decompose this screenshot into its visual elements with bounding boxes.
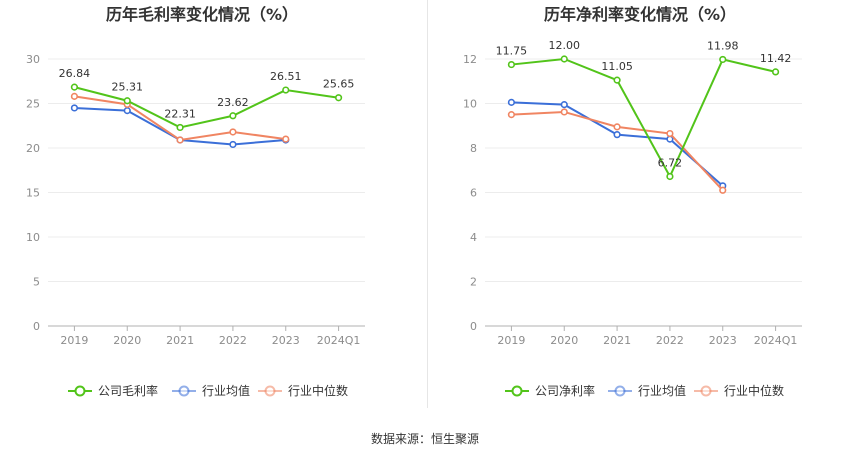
- data-point: [176, 136, 184, 144]
- y-tick-label: 15: [26, 187, 40, 200]
- legend-item-3: 行业中位数: [694, 383, 784, 398]
- data-label: 26.51: [270, 70, 302, 83]
- data-point: [123, 97, 131, 105]
- data-point: [613, 123, 621, 131]
- data-point: [560, 108, 568, 116]
- data-label: 25.65: [323, 78, 355, 91]
- legend-marker: [614, 385, 626, 397]
- chart-panel-2: 历年净利率变化情况（%） 0 2 4 6 8 10 12 2019 2020 2021 2022 202…: [463, 5, 802, 398]
- data-point: [771, 68, 780, 76]
- y-tick-label: 5: [33, 276, 40, 289]
- data-label: 11.75: [496, 45, 528, 58]
- legend-item-1: 公司净利率: [505, 383, 595, 398]
- data-point: [70, 92, 79, 100]
- chart-title: 历年毛利率变化情况（%）: [106, 5, 298, 24]
- data-label: 22.31: [164, 107, 196, 120]
- legend-marker: [178, 385, 190, 397]
- data-label: 23.62: [217, 96, 249, 109]
- x-tick-label: 2021: [166, 334, 194, 347]
- legend-marker: [264, 385, 276, 397]
- legend-label: 公司毛利率: [98, 383, 158, 398]
- y-tick-label: 4: [470, 231, 477, 244]
- data-source-text: 数据来源：恒生聚源: [370, 432, 479, 446]
- data-point: [560, 101, 568, 109]
- data-point: [507, 111, 516, 119]
- x-tick-label: 2024Q1: [317, 334, 361, 347]
- data-point: [282, 135, 290, 143]
- data-point: [666, 129, 674, 138]
- x-tick-label: 2023: [272, 334, 300, 347]
- chart-divider: [427, 0, 428, 408]
- chart-title: 历年净利率变化情况（%）: [544, 5, 736, 24]
- x-tick-label: 2023: [709, 334, 737, 347]
- x-tick-label: 2021: [603, 334, 631, 347]
- y-tick-label: 10: [463, 98, 477, 111]
- x-tick-label: 2022: [219, 334, 247, 347]
- data-point: [613, 131, 621, 139]
- x-tick-label: 2024Q1: [754, 334, 798, 347]
- x-tick-label: 2019: [60, 334, 88, 347]
- data-point: [507, 98, 516, 106]
- data-point: [176, 123, 184, 132]
- data-point: [70, 104, 79, 112]
- data-point: [507, 60, 516, 69]
- data-point: [70, 83, 79, 91]
- legend-label: 公司净利率: [535, 383, 595, 398]
- data-label: 11.98: [707, 39, 739, 52]
- legend-marker: [511, 385, 523, 397]
- y-tick-label: 0: [470, 320, 477, 333]
- y-tick-label: 2: [470, 276, 477, 289]
- y-tick-label: 12: [463, 53, 477, 66]
- series-line-1: [511, 57, 776, 179]
- data-label: 12.00: [549, 39, 581, 52]
- x-tick-label: 2020: [550, 334, 578, 347]
- data-label: 11.05: [601, 60, 633, 73]
- chart-panel-1: 历年毛利率变化情况（%） 0 5 10 15 20 25 30 2019 2020 2021 2022…: [26, 5, 365, 398]
- data-point: [229, 128, 237, 136]
- series-line-1: [74, 86, 339, 129]
- data-label: 11.42: [760, 52, 792, 65]
- x-tick-label: 2022: [656, 334, 684, 347]
- y-tick-label: 10: [26, 231, 40, 244]
- legend-item-1: 公司毛利率: [68, 383, 158, 398]
- data-point: [282, 86, 290, 94]
- legend-label: 行业中位数: [288, 383, 348, 398]
- legend-label: 行业均值: [638, 383, 686, 398]
- legend-item-2: 行业均值: [172, 383, 250, 398]
- legend-item-3: 行业中位数: [258, 383, 348, 398]
- data-point: [229, 140, 237, 149]
- y-tick-label: 8: [470, 142, 477, 155]
- data-label: 6.72: [658, 156, 683, 169]
- data-point: [719, 55, 727, 64]
- data-point: [560, 55, 568, 63]
- data-label: 25.31: [112, 81, 144, 94]
- data-point: [334, 94, 343, 102]
- x-tick-label: 2019: [497, 334, 525, 347]
- legend-marker: [700, 385, 712, 397]
- legend-label: 行业中位数: [724, 383, 784, 398]
- data-point: [613, 76, 621, 84]
- x-tick-label: 2020: [113, 334, 141, 347]
- y-tick-label: 25: [26, 98, 40, 111]
- data-point: [229, 112, 237, 120]
- y-tick-label: 0: [33, 320, 40, 333]
- legend-label: 行业均值: [202, 383, 250, 398]
- legend-marker: [74, 385, 86, 397]
- data-point: [666, 172, 674, 181]
- data-point: [719, 186, 727, 194]
- legend-item-2: 行业均值: [608, 383, 686, 398]
- y-tick-label: 30: [26, 53, 40, 66]
- series-line-2: [511, 101, 724, 187]
- data-point: [666, 135, 674, 143]
- data-point: [123, 107, 131, 115]
- y-tick-label: 20: [26, 142, 40, 155]
- y-tick-label: 6: [470, 187, 477, 200]
- data-label: 26.84: [59, 67, 91, 80]
